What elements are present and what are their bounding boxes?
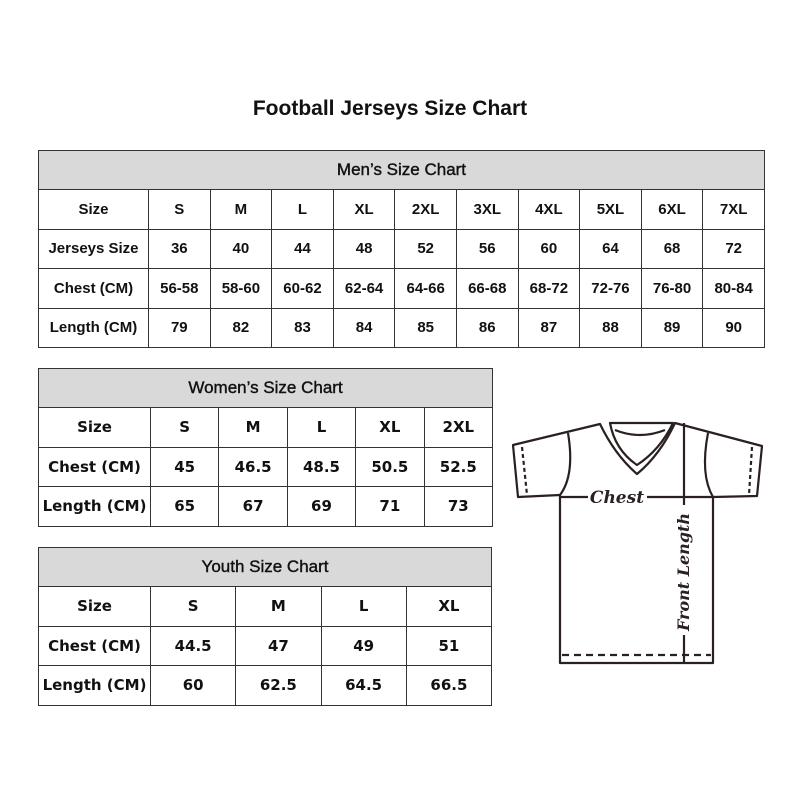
table-cell: 50.5 xyxy=(355,446,425,487)
youth-size-table: Youth Size Chart Size S M L XL Chest (CM) 44.5 4… xyxy=(37,547,493,706)
table-cell: 66-68 xyxy=(455,268,519,309)
table-cell: 76-80 xyxy=(640,268,704,309)
table-cell: XL xyxy=(332,189,396,230)
table-cell: 5XL xyxy=(579,189,642,230)
table-cell: 36 xyxy=(148,228,211,269)
table-cell: L xyxy=(286,407,357,448)
left-armhole xyxy=(559,432,572,496)
table-cell: 85 xyxy=(394,307,457,348)
table-cell: 2XL xyxy=(423,407,494,448)
table-cell: 45 xyxy=(149,446,220,487)
men-table-caption: Men’s Size Chart xyxy=(38,150,765,190)
front-length-label: Front Length xyxy=(674,513,693,632)
row-label: Size xyxy=(38,586,151,627)
table-cell: 73 xyxy=(423,486,494,527)
row-label: Length (CM) xyxy=(38,307,149,348)
table-cell: 47 xyxy=(235,625,322,666)
table-header-row: Size S M L XL xyxy=(38,586,493,627)
table-row: Jerseys Size 36 40 44 48 52 56 60 64 68 72 xyxy=(38,228,765,269)
table-cell: 80-84 xyxy=(702,268,765,309)
table-cell: XL xyxy=(355,407,425,448)
table-cell: 48.5 xyxy=(286,446,357,487)
table-cell: 60 xyxy=(149,665,237,706)
table-cell: 87 xyxy=(517,307,581,348)
table-cell: M xyxy=(235,586,322,627)
table-cell: 65 xyxy=(149,486,220,527)
table-cell: 67 xyxy=(218,486,288,527)
table-cell: 52.5 xyxy=(423,446,494,487)
page-title: Football Jerseys Size Chart xyxy=(252,97,528,120)
row-label: Length (CM) xyxy=(38,486,151,527)
table-cell: 68-72 xyxy=(517,268,581,309)
table-cell: 71 xyxy=(355,486,425,527)
row-label: Jerseys Size xyxy=(38,228,149,269)
table-row: Length (CM) 65 67 69 71 73 xyxy=(38,486,494,527)
table-cell: L xyxy=(320,586,407,627)
table-cell: 40 xyxy=(209,228,273,269)
row-label: Size xyxy=(38,407,151,448)
table-cell: 7XL xyxy=(702,189,765,230)
womens-size-table: Women’s Size Chart Size S M L XL 2XL Chest (CM)… xyxy=(37,368,494,527)
table-cell: 51 xyxy=(405,625,493,666)
table-row: Chest (CM) 44.5 47 49 51 xyxy=(38,625,493,666)
row-label: Chest (CM) xyxy=(38,446,151,487)
table-cell: 66.5 xyxy=(405,665,493,706)
table-cell: 60-62 xyxy=(271,268,334,309)
table-cell: 68 xyxy=(640,228,704,269)
right-armhole xyxy=(703,432,714,498)
women-table-caption: Women’s Size Chart xyxy=(37,368,494,408)
table-row: Length (CM) 79 82 83 84 85 86 87 88 89 90 xyxy=(38,307,765,348)
jersey-outline xyxy=(511,421,764,665)
table-cell: 60 xyxy=(517,228,581,269)
table-cell: 86 xyxy=(455,307,519,348)
youth-table-caption: Youth Size Chart xyxy=(37,547,493,587)
table-cell: 79 xyxy=(148,307,211,348)
table-cell: M xyxy=(218,407,288,448)
table-cell: 82 xyxy=(209,307,273,348)
mens-size-table: Men’s Size Chart Size S M L XL 2XL 3XL 4XL 5XL 6XL… xyxy=(38,150,765,348)
table-cell: 69 xyxy=(286,486,357,527)
table-cell: 44.5 xyxy=(149,625,237,666)
table-row: Length (CM) 60 62.5 64.5 66.5 xyxy=(38,665,493,706)
table-cell: 64.5 xyxy=(320,665,407,706)
table-cell: 88 xyxy=(579,307,642,348)
table-row: Chest (CM) 45 46.5 48.5 50.5 52.5 xyxy=(38,446,494,487)
row-label: Chest (CM) xyxy=(38,625,151,666)
table-cell: 49 xyxy=(320,625,407,666)
collar xyxy=(608,421,675,467)
table-cell: 62-64 xyxy=(332,268,396,309)
table-cell: 48 xyxy=(332,228,396,269)
chest-label: Chest xyxy=(590,488,644,508)
table-cell: XL xyxy=(405,586,493,627)
table-cell: 72-76 xyxy=(579,268,642,309)
table-cell: 6XL xyxy=(640,189,704,230)
table-cell: L xyxy=(271,189,334,230)
table-header-row: Size S M L XL 2XL 3XL 4XL 5XL 6XL 7XL xyxy=(38,189,765,230)
table-cell: 84 xyxy=(332,307,396,348)
table-cell: 90 xyxy=(702,307,765,348)
table-header-row: Size S M L XL 2XL xyxy=(38,407,494,448)
table-cell: S xyxy=(149,586,237,627)
row-label: Size xyxy=(38,189,149,230)
table-cell: 44 xyxy=(271,228,334,269)
table-cell: 62.5 xyxy=(235,665,322,706)
table-cell: 56-58 xyxy=(148,268,211,309)
